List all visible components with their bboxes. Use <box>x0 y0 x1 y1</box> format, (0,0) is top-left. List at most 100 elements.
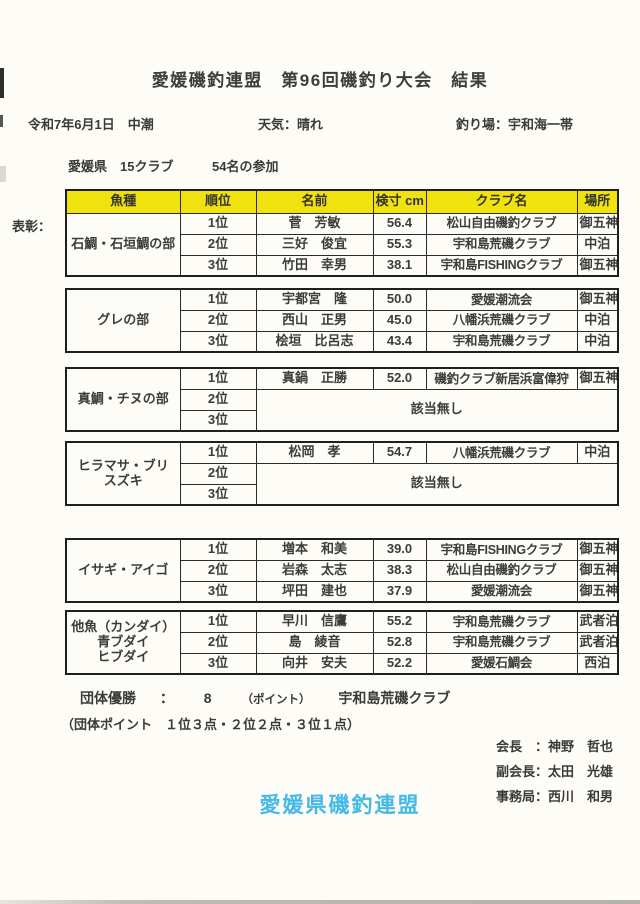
club-cell: 宇和島荒磯クラブ <box>425 330 578 353</box>
rank-cell: 3位 <box>179 483 257 506</box>
club-cell: 宇和島荒磯クラブ <box>425 631 578 654</box>
size-cell: 39.0 <box>372 538 427 561</box>
table-row: 3位 向井 安夫 52.2 愛媛石鯛会 西泊 <box>66 652 619 675</box>
no-entry-cell: 該当無し <box>255 388 619 432</box>
scan-artifact-smudge <box>0 166 6 182</box>
size-cell: 55.2 <box>372 610 427 633</box>
participants-text: 54名の参加 <box>212 159 279 174</box>
col-header-fish: 魚種 <box>65 189 181 214</box>
table-row: 2位 西山 正男 45.0 八幡浜荒磯クラブ 中泊 <box>66 309 619 332</box>
table-row: 3位 竹田 幸男 38.1 宇和島FISHINGクラブ 御五神 <box>66 254 619 277</box>
fish-category: 真鯛・チヌの部 <box>65 367 181 432</box>
rank-cell: 1位 <box>179 288 257 311</box>
col-header-rank: 順位 <box>179 189 257 214</box>
rank-cell: 1位 <box>179 367 257 390</box>
results-table-hiramasa: ヒラマサ・ブリ スズキ 1位 松岡 孝 54.7 八幡浜荒磯クラブ 中泊 2位 … <box>65 441 619 506</box>
page-title: 愛媛磯釣連盟 第96回磯釣り大会 結果 <box>151 71 489 90</box>
col-header-club: クラブ名 <box>425 189 578 214</box>
club-cell: 愛媛潮流会 <box>425 288 578 311</box>
club-cell: 八幡浜荒磯クラブ <box>425 441 578 464</box>
results-table-isagi: イサギ・アイゴ 1位 増本 和美 39.0 宇和島FISHINGクラブ 御五神 … <box>65 538 619 603</box>
table-row: 石鯛・石垣鯛の部 1位 菅 芳敏 56.4 松山自由磯釣クラブ 御五神 <box>65 212 619 277</box>
table-row: イサギ・アイゴ 1位 増本 和美 39.0 宇和島FISHINGクラブ 御五神 <box>65 538 619 603</box>
table-row: 3位 桧垣 比呂志 43.4 宇和島荒磯クラブ 中泊 <box>66 330 619 353</box>
fish-category: グレの部 <box>65 288 181 353</box>
name-cell: 三好 俊宜 <box>255 233 374 256</box>
scan-bottom-edge <box>0 900 640 904</box>
table-row: ヒラマサ・ブリ スズキ 1位 松岡 孝 54.7 八幡浜荒磯クラブ 中泊 <box>65 441 619 506</box>
place-cell: 御五神 <box>576 367 619 390</box>
rank-cell: 1位 <box>179 212 257 235</box>
size-cell: 54.7 <box>372 441 427 464</box>
table-row: 他魚（カンダイ） 青ブダイ ヒブダイ 1位 早川 信鷹 55.2 宇和島荒磯クラ… <box>65 610 619 675</box>
size-cell: 52.8 <box>372 631 427 654</box>
team-prize-line: 団体優勝 ： 8 （ポイント） 宇和島荒磯クラブ <box>80 688 450 708</box>
table-row: 3位 <box>66 409 618 432</box>
fish-category: イサギ・アイゴ <box>65 538 181 603</box>
place-cell: 中泊 <box>576 233 619 256</box>
name-cell: 増本 和美 <box>255 538 374 561</box>
results-table-tagyo: 他魚（カンダイ） 青ブダイ ヒブダイ 1位 早川 信鷹 55.2 宇和島荒磯クラ… <box>65 610 619 675</box>
place-cell: 御五神 <box>576 559 619 582</box>
organization-name: 愛媛県磯釣連盟 <box>259 792 421 817</box>
prefecture-clubs-text: 愛媛県 15クラブ <box>68 159 174 174</box>
place-cell: 中泊 <box>576 441 619 464</box>
size-cell: 38.3 <box>372 559 427 582</box>
place-cell: 西泊 <box>576 652 619 675</box>
club-cell: 愛媛潮流会 <box>425 580 578 603</box>
name-cell: 西山 正男 <box>255 309 374 332</box>
club-cell: 松山自由磯釣クラブ <box>425 559 578 582</box>
rank-cell: 3位 <box>179 652 257 675</box>
name-cell: 真鍋 正勝 <box>255 367 374 390</box>
size-cell: 56.4 <box>372 212 427 235</box>
name-cell: 坪田 建也 <box>255 580 374 603</box>
rank-cell: 2位 <box>179 388 257 411</box>
name-cell: 松岡 孝 <box>255 441 374 464</box>
rank-cell: 3位 <box>179 330 257 353</box>
team-points-value: 8 <box>203 690 212 706</box>
club-cell: 松山自由磯釣クラブ <box>425 212 578 235</box>
rank-cell: 1位 <box>179 441 257 464</box>
size-cell: 43.4 <box>372 330 427 353</box>
team-points-note: （団体ポイント １位３点・２位２点・３位１点） <box>61 717 361 732</box>
award-label: 表彰： <box>12 219 52 234</box>
officer-vice-chairman: 副会長：太田 光雄 <box>496 764 614 779</box>
name-cell: 桧垣 比呂志 <box>255 330 374 353</box>
club-cell: 愛媛石鯛会 <box>425 652 578 675</box>
size-cell: 38.1 <box>372 254 427 277</box>
fishing-area-text: 釣り場：宇和海一帯 <box>456 117 574 132</box>
team-prize-label: 団体優勝 <box>80 690 136 706</box>
name-cell: 宇都宮 隆 <box>255 288 374 311</box>
club-cell: 宇和島FISHINGクラブ <box>425 254 578 277</box>
name-cell: 島 綾音 <box>255 631 374 654</box>
team-prize-club: 宇和島荒磯クラブ <box>338 690 451 706</box>
name-cell: 岩森 太志 <box>255 559 374 582</box>
team-prize-colon: ： <box>159 690 174 706</box>
name-cell: 竹田 幸男 <box>255 254 374 277</box>
date-tide-text: 令和7年6月1日 中潮 <box>28 117 154 132</box>
col-header-place: 場所 <box>576 189 619 214</box>
rank-cell: 1位 <box>179 538 257 561</box>
table-row: 真鯛・チヌの部 1位 真鍋 正勝 52.0 磯釣クラブ新居浜富偉狩 御五神 <box>65 367 619 432</box>
table-header-row: 魚種 順位 名前 検寸 cm クラブ名 場所 <box>65 189 619 214</box>
size-cell: 37.9 <box>372 580 427 603</box>
rank-cell: 2位 <box>179 233 257 256</box>
place-cell: 武者泊 <box>576 610 619 633</box>
table-row: 3位 <box>66 483 618 506</box>
place-cell: 御五神 <box>576 288 619 311</box>
col-header-size: 検寸 cm <box>372 189 427 214</box>
place-cell: 御五神 <box>576 212 619 235</box>
officers-block: 会長 ：神野 哲也 副会長：太田 光雄 事務局：西川 和男 <box>496 734 613 809</box>
results-table-gure: グレの部 1位 宇都宮 隆 50.0 愛媛潮流会 御五神 2位 西山 正男 45… <box>65 288 619 353</box>
name-cell: 菅 芳敏 <box>255 212 374 235</box>
results-table-madai: 真鯛・チヌの部 1位 真鍋 正勝 52.0 磯釣クラブ新居浜富偉狩 御五神 2位… <box>65 367 619 432</box>
table-row: 2位 該当無し <box>66 462 619 506</box>
club-cell: 八幡浜荒磯クラブ <box>425 309 578 332</box>
place-cell: 中泊 <box>576 330 619 353</box>
rank-cell: 2位 <box>179 559 257 582</box>
place-cell: 中泊 <box>576 309 619 332</box>
size-cell: 52.0 <box>372 367 427 390</box>
rank-cell: 2位 <box>179 462 257 485</box>
name-cell: 向井 安夫 <box>255 652 374 675</box>
rank-cell: 2位 <box>179 309 257 332</box>
